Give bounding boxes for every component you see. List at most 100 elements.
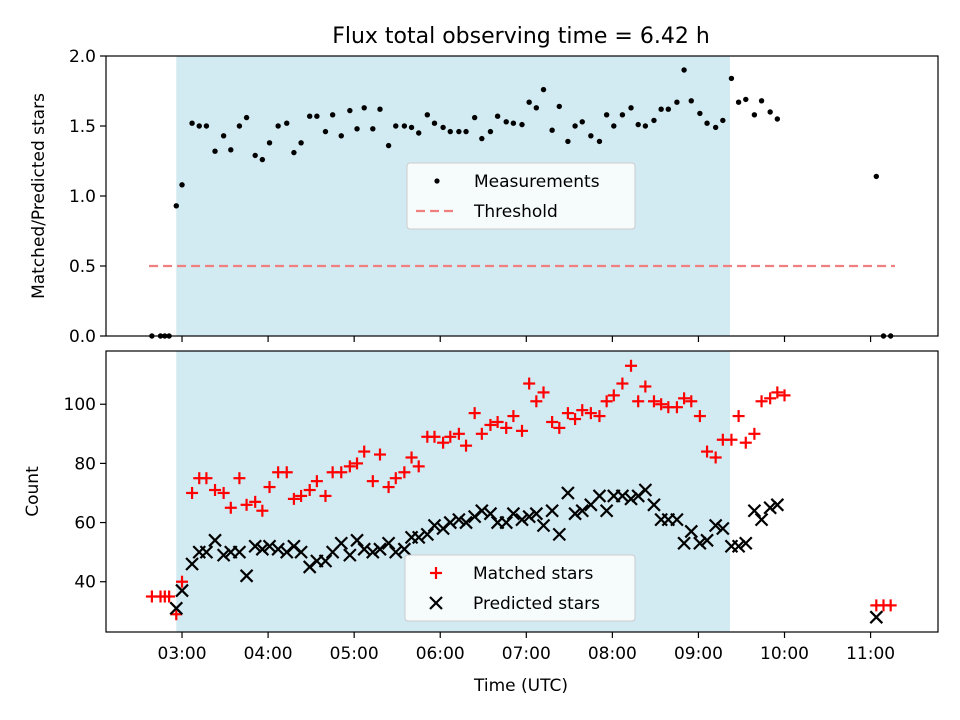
measurements-point xyxy=(298,140,304,146)
matched-stars-point xyxy=(576,404,589,417)
measurements-point xyxy=(728,75,735,82)
predicted-stars-point xyxy=(216,548,231,562)
legend-label-measurements: Measurements xyxy=(474,172,600,192)
measurements-point xyxy=(697,110,703,117)
matched-stars-point xyxy=(771,386,784,399)
predicted-stars-point xyxy=(294,545,308,559)
matched-stars-point xyxy=(389,472,402,485)
measurements-point xyxy=(377,106,383,112)
legend-marker-measurements xyxy=(434,178,440,184)
measurements-point xyxy=(385,142,392,149)
matched-stars-point xyxy=(444,430,457,443)
count-legend: Matched stars Predicted stars xyxy=(404,554,636,622)
matched-stars-point xyxy=(546,415,559,428)
y-tick-label: 60 xyxy=(74,514,96,534)
matched-stars-point xyxy=(884,599,897,612)
ratio-panel-frame xyxy=(105,55,939,337)
predicted-stars-point xyxy=(638,483,653,497)
x-tick-label: 03:00 xyxy=(158,644,207,664)
measurements-point xyxy=(674,99,680,105)
measurements-point xyxy=(619,112,626,118)
predicted-stars-point xyxy=(318,554,333,568)
y-tick-label: 80 xyxy=(74,454,96,474)
y-tick-label: 2.0 xyxy=(69,47,96,67)
matched-stars-point xyxy=(607,389,620,402)
predicted-stars-point xyxy=(334,536,349,551)
figure-title: Flux total observing time = 6.42 h xyxy=(332,24,710,49)
measurements-point xyxy=(416,130,422,136)
measurements-point xyxy=(533,105,540,111)
measurements-point xyxy=(408,124,415,131)
matched-stars-point xyxy=(319,489,332,502)
matched-stars-point xyxy=(647,395,660,408)
predicted-stars-point xyxy=(592,489,607,503)
measurements-point xyxy=(642,123,649,129)
predicted-stars-point xyxy=(185,557,199,571)
matched-stars-point xyxy=(224,501,237,514)
predicted-stars-point xyxy=(506,506,521,521)
matched-stars-point xyxy=(366,475,379,488)
matched-stars-point xyxy=(755,395,768,408)
predicted-stars-point xyxy=(255,542,270,556)
measurements-point xyxy=(635,121,641,128)
measurements-point xyxy=(720,117,726,124)
matched-stars-point xyxy=(584,407,597,420)
matched-stars-point xyxy=(561,407,574,420)
predicted-stars-point xyxy=(248,539,262,553)
predicted-stars-point xyxy=(169,601,184,616)
measurements-point xyxy=(540,86,547,93)
predicted-stars-point xyxy=(624,492,638,506)
ratio-panel: 0.00.51.01.52.0 Matched/Predicted stars … xyxy=(29,47,939,347)
measurements-point xyxy=(549,127,555,133)
measurements-point xyxy=(611,123,617,129)
measurements-point xyxy=(424,112,431,118)
x-tick-label: 09:00 xyxy=(674,644,723,664)
matched-stars-point xyxy=(452,427,465,440)
matched-stars-point xyxy=(764,392,777,405)
measurements-point xyxy=(712,124,719,131)
predicted-stars-point xyxy=(529,506,544,521)
matched-stars-point xyxy=(437,436,450,449)
matched-stars-point xyxy=(382,481,395,494)
predicted-stars-point xyxy=(575,503,590,518)
measurements-point xyxy=(767,109,773,115)
measurements-point xyxy=(252,152,258,159)
matched-stars-point xyxy=(412,460,425,473)
matched-stars-point xyxy=(475,427,488,440)
measurements-point xyxy=(329,112,336,118)
x-tick-label: 10:00 xyxy=(760,644,809,664)
measurements-point xyxy=(873,173,880,180)
predicted-stars-point xyxy=(350,533,364,548)
measurements-point xyxy=(347,107,353,114)
matched-stars-point xyxy=(460,439,473,452)
measurements-point xyxy=(275,123,281,129)
measurements-point xyxy=(565,138,571,145)
measurements-point xyxy=(510,120,517,126)
matched-stars-point xyxy=(186,486,199,499)
predicted-stars-point xyxy=(731,539,746,553)
matched-stars-point xyxy=(748,427,761,440)
matched-stars-point xyxy=(358,445,371,458)
measurements-point xyxy=(179,182,185,188)
matched-stars-point xyxy=(553,421,566,434)
measurements-point xyxy=(203,123,210,129)
measurements-point xyxy=(588,133,594,139)
matched-stars-point xyxy=(351,457,364,470)
measurements-point xyxy=(291,149,297,156)
matched-stars-point xyxy=(739,436,752,449)
matched-stars-point xyxy=(632,395,645,408)
measurements-point xyxy=(572,123,578,129)
predicted-stars-point xyxy=(716,521,730,536)
matched-stars-point xyxy=(670,401,683,414)
predicted-stars-point xyxy=(483,506,498,521)
matched-stars-point xyxy=(685,395,698,408)
predicted-stars-point xyxy=(763,500,777,515)
y-tick-label: 0.5 xyxy=(69,257,96,277)
matched-stars-point xyxy=(593,410,606,423)
measurements-point xyxy=(494,113,501,119)
matched-stars-point xyxy=(398,466,411,479)
predicted-stars-point xyxy=(552,527,567,542)
matched-stars-point xyxy=(428,430,441,443)
measurements-point xyxy=(266,140,273,146)
legend-marker-predicted xyxy=(429,596,443,610)
